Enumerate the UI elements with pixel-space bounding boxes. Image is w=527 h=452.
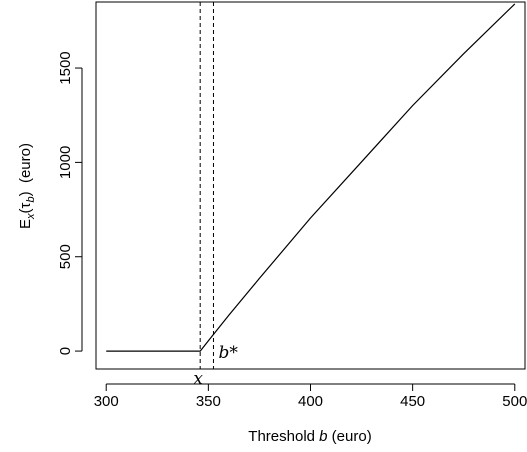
x-axis: 300 350 400 450 500 xyxy=(94,383,527,410)
reference-lines: x b* xyxy=(193,2,238,389)
x-axis-label: Threshold b (euro) xyxy=(248,428,371,445)
x-tick-label: 500 xyxy=(502,393,527,410)
series-group xyxy=(106,3,516,352)
x-tick-label: 300 xyxy=(94,393,119,410)
y-tick-label: 0 xyxy=(57,347,74,355)
b-star-label: b* xyxy=(218,343,238,363)
x-tick-label: 400 xyxy=(298,393,323,410)
y-tick-label: 1500 xyxy=(57,51,74,84)
plot-frame xyxy=(95,1,526,370)
x-tick-label: 350 xyxy=(196,393,221,410)
y-tick-label: 500 xyxy=(57,244,74,269)
y-tick-label: 1000 xyxy=(57,146,74,179)
x-tick-label: 450 xyxy=(400,393,425,410)
y-axis-label: Ex(τb) (euro) xyxy=(17,143,37,229)
y-axis: 0 500 1000 1500 xyxy=(57,51,83,355)
series-line xyxy=(106,3,516,352)
x-marker-label: x xyxy=(193,369,203,389)
